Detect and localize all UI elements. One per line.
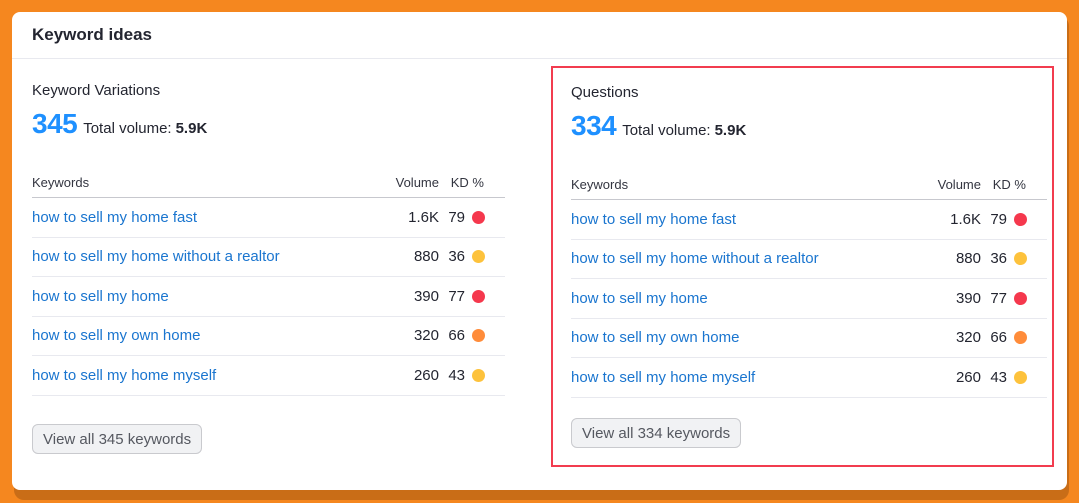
keyword-link[interactable]: how to sell my home without a realtor: [571, 250, 819, 268]
kd-value: 36: [448, 248, 465, 266]
kd-cell: 36: [981, 250, 1047, 267]
volume-value: 390: [955, 289, 981, 307]
kd-value: 36: [990, 250, 1007, 268]
volume-value: 880: [413, 248, 439, 266]
kd-indicator-dot-icon: [472, 289, 485, 303]
column-header-kd: KD %: [992, 177, 1026, 192]
total-volume-label: Total volume:: [622, 122, 711, 139]
view-all-variations-button[interactable]: View all 345 keywords: [32, 424, 203, 454]
questions-section: Questions 334 Total volume: 5.9K Keyword…: [551, 66, 1054, 467]
volume-value: 1.6K: [950, 210, 981, 228]
volume-value: 880: [955, 250, 981, 268]
total-volume-label: Total volume:: [83, 120, 172, 137]
keyword-link[interactable]: how to sell my home fast: [571, 210, 737, 228]
kd-indicator-dot-icon: [1014, 291, 1027, 305]
table-row: how to sell my own home 320 66: [571, 319, 1047, 358]
kd-cell: 43: [439, 367, 505, 384]
kd-value: 79: [990, 210, 1007, 228]
column-header-keywords: Keywords: [571, 177, 629, 192]
kd-value: 43: [990, 368, 1007, 386]
kd-value: 66: [448, 327, 465, 345]
kd-indicator-dot-icon: [472, 368, 485, 382]
kd-value: 43: [448, 366, 465, 384]
section-title: Questions: [571, 84, 639, 101]
kd-cell: 43: [981, 369, 1047, 386]
kd-value: 77: [448, 287, 465, 305]
kd-indicator-dot-icon: [1014, 212, 1027, 226]
column-header-volume: Volume: [395, 175, 439, 190]
kd-indicator-dot-icon: [472, 210, 485, 224]
card-title: Keyword ideas: [32, 25, 152, 44]
kd-cell: 79: [439, 209, 505, 226]
keyword-link[interactable]: how to sell my own home: [32, 327, 201, 345]
kd-cell: 77: [981, 290, 1047, 307]
keyword-link[interactable]: how to sell my home without a realtor: [32, 248, 280, 266]
section-summary: 334 Total volume: 5.9K: [571, 110, 746, 142]
kd-cell: 36: [439, 248, 505, 265]
keywords-table: Keywords Volume KD % how to sell my home…: [32, 168, 505, 396]
kd-indicator-dot-icon: [472, 250, 485, 264]
volume-value: 260: [413, 366, 439, 384]
total-volume-value: 5.9K: [175, 120, 208, 137]
table-header: Keywords Volume KD %: [32, 168, 505, 198]
column-header-volume: Volume: [937, 177, 981, 192]
card-header: Keyword ideas: [12, 12, 1067, 59]
keyword-link[interactable]: how to sell my own home: [571, 329, 740, 347]
volume-value: 1.6K: [408, 208, 439, 226]
table-row: how to sell my home 390 77: [32, 277, 505, 317]
volume-value: 390: [413, 287, 439, 305]
kd-cell: 66: [981, 329, 1047, 346]
column-header-kd: KD %: [450, 175, 484, 190]
section-title: Keyword Variations: [32, 82, 161, 99]
table-row: how to sell my home without a realtor 88…: [571, 240, 1047, 279]
kd-cell: 77: [439, 288, 505, 305]
table-row: how to sell my own home 320 66: [32, 317, 505, 356]
keyword-link[interactable]: how to sell my home fast: [32, 208, 198, 226]
keyword-count: 334: [571, 110, 617, 141]
keyword-ideas-card: Keyword ideas Keyword Variations 345 Tot…: [12, 12, 1067, 490]
volume-value: 260: [955, 368, 981, 386]
view-all-questions-button[interactable]: View all 334 keywords: [571, 418, 742, 448]
table-row: how to sell my home without a realtor 88…: [32, 238, 505, 277]
kd-indicator-dot-icon: [472, 329, 485, 343]
table-header: Keywords Volume KD %: [571, 170, 1047, 200]
table-row: how to sell my home myself 260 43: [571, 358, 1047, 398]
table-row: how to sell my home fast 1.6K 79: [32, 198, 505, 238]
table-row: how to sell my home 390 77: [571, 279, 1047, 319]
volume-value: 320: [413, 327, 439, 345]
table-row: how to sell my home myself 260 43: [32, 356, 505, 396]
keyword-link[interactable]: how to sell my home myself: [571, 368, 756, 386]
column-header-keywords: Keywords: [32, 175, 90, 190]
total-volume-value: 5.9K: [714, 122, 747, 139]
section-summary: 345 Total volume: 5.9K: [32, 108, 207, 140]
kd-indicator-dot-icon: [1014, 370, 1027, 384]
keyword-link[interactable]: how to sell my home: [571, 289, 708, 307]
keyword-link[interactable]: how to sell my home: [32, 287, 169, 305]
keywords-table: Keywords Volume KD % how to sell my home…: [571, 170, 1047, 398]
kd-cell: 79: [981, 211, 1047, 228]
kd-value: 77: [990, 289, 1007, 307]
table-row: how to sell my home fast 1.6K 79: [571, 200, 1047, 240]
keyword-count: 345: [32, 108, 78, 139]
keyword-link[interactable]: how to sell my home myself: [32, 366, 217, 384]
kd-cell: 66: [439, 327, 505, 344]
kd-value: 66: [990, 329, 1007, 347]
volume-value: 320: [955, 329, 981, 347]
kd-indicator-dot-icon: [1014, 331, 1027, 345]
kd-indicator-dot-icon: [1014, 252, 1027, 266]
kd-value: 79: [448, 208, 465, 226]
